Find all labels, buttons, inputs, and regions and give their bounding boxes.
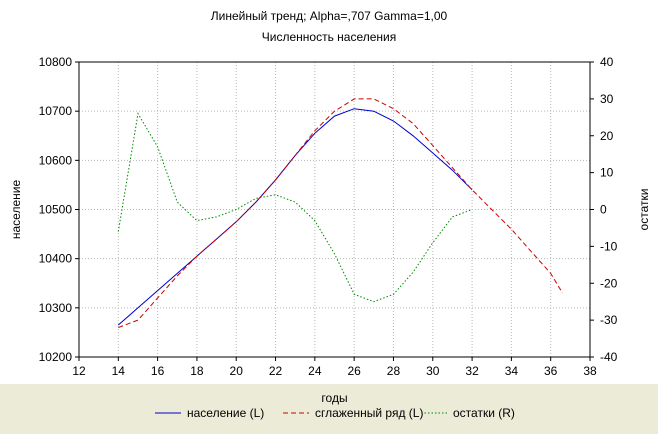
x-tick-label: 20: [230, 364, 244, 378]
legend-label-1: население (L): [187, 406, 264, 420]
right-y-tick-label: -40: [600, 350, 618, 364]
x-tick-label: 34: [505, 364, 519, 378]
left-y-tick-label: 10600: [39, 153, 73, 167]
x-tick-label: 22: [269, 364, 283, 378]
chart-subtitle: Численность населения: [261, 30, 397, 44]
left-y-tick-label: 10800: [39, 55, 73, 69]
left-y-tick-label: 10500: [39, 203, 73, 217]
right-y-tick-label: -20: [600, 276, 618, 290]
right-y-tick-label: -10: [600, 239, 618, 253]
grid-layer: [79, 62, 590, 357]
left-y-tick-label: 10700: [39, 104, 73, 118]
x-tick-label: 26: [347, 364, 361, 378]
x-axis-title: годы: [321, 391, 347, 405]
left-axis-title: население: [9, 180, 23, 240]
right-y-tick-label: 10: [600, 166, 614, 180]
series-layer: [117, 98, 563, 328]
x-tick-label: 36: [544, 364, 558, 378]
series-line-2: [118, 98, 563, 328]
left-y-tick-label: 10200: [39, 350, 73, 364]
x-tick-label: 28: [387, 364, 401, 378]
ticks-layer: 12 14 16 18 20 22 24 26 28 30 32 34 36 38 10800 10700 10…: [39, 55, 618, 378]
chart-title: Линейный тренд; Alpha=,707 Gamma=1,00: [210, 9, 448, 23]
legend-panel: [0, 384, 658, 434]
right-y-tick-label: 40: [600, 55, 614, 69]
left-y-tick-label: 10400: [39, 252, 73, 266]
x-tick-label: 30: [426, 364, 440, 378]
series-line-1: [117, 108, 473, 326]
right-y-tick-label: 0: [600, 203, 607, 217]
right-y-tick-label: 30: [600, 92, 614, 106]
legend-label-3: остатки (R): [453, 406, 515, 420]
x-tick-label: 16: [151, 364, 165, 378]
x-tick-label: 32: [465, 364, 479, 378]
left-y-tick-label: 10300: [39, 301, 73, 315]
x-tick-label: 14: [112, 364, 126, 378]
right-y-tick-label: 20: [600, 129, 614, 143]
right-axis-title: остатки: [637, 189, 651, 231]
x-tick-label: 12: [72, 364, 86, 378]
series-line-3: [117, 112, 473, 303]
x-tick-label: 24: [308, 364, 322, 378]
right-y-tick-label: -30: [600, 313, 618, 327]
x-tick-label: 18: [190, 364, 204, 378]
x-tick-label: 38: [583, 364, 597, 378]
legend: население (L) сглаженный ряд (L) остатки (…: [155, 406, 515, 420]
legend-label-2: сглаженный ряд (L): [315, 406, 423, 420]
